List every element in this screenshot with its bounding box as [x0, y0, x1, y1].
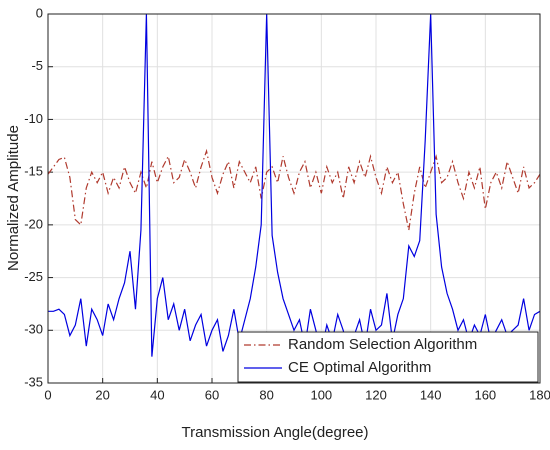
- legend-box: [237, 331, 539, 383]
- y-tick-label: -30: [24, 322, 43, 337]
- y-axis-label: Normalized Amplitude: [5, 125, 22, 271]
- line-series: [47, 148, 541, 231]
- y-tick-label: -10: [24, 111, 43, 126]
- y-tick-label: -25: [24, 269, 43, 284]
- x-tick-label: 120: [365, 387, 387, 402]
- x-tick-label: 160: [474, 387, 496, 402]
- y-tick-label: -15: [24, 164, 43, 179]
- y-tick-label: -20: [24, 216, 43, 231]
- plot-frame: [47, 13, 541, 384]
- x-tick-label: 80: [259, 387, 273, 402]
- legend-label: Random Selection Algorithm: [288, 336, 477, 353]
- x-tick-label: 60: [205, 387, 219, 402]
- x-axis-label: Transmission Angle(degree): [181, 424, 368, 441]
- x-tick-label: 140: [420, 387, 442, 402]
- x-tick-label: 0: [44, 387, 51, 402]
- y-tick-label: 0: [36, 5, 43, 20]
- x-tick-label: 20: [95, 387, 109, 402]
- x-tick-label: 40: [150, 387, 164, 402]
- line-series: [48, 13, 541, 357]
- x-tick-label: 180: [529, 387, 550, 402]
- legend-label: CE Optimal Algorithm: [288, 359, 431, 376]
- y-tick-label: -35: [24, 374, 43, 389]
- x-tick-label: 100: [310, 387, 332, 402]
- y-tick-label: -5: [31, 58, 43, 73]
